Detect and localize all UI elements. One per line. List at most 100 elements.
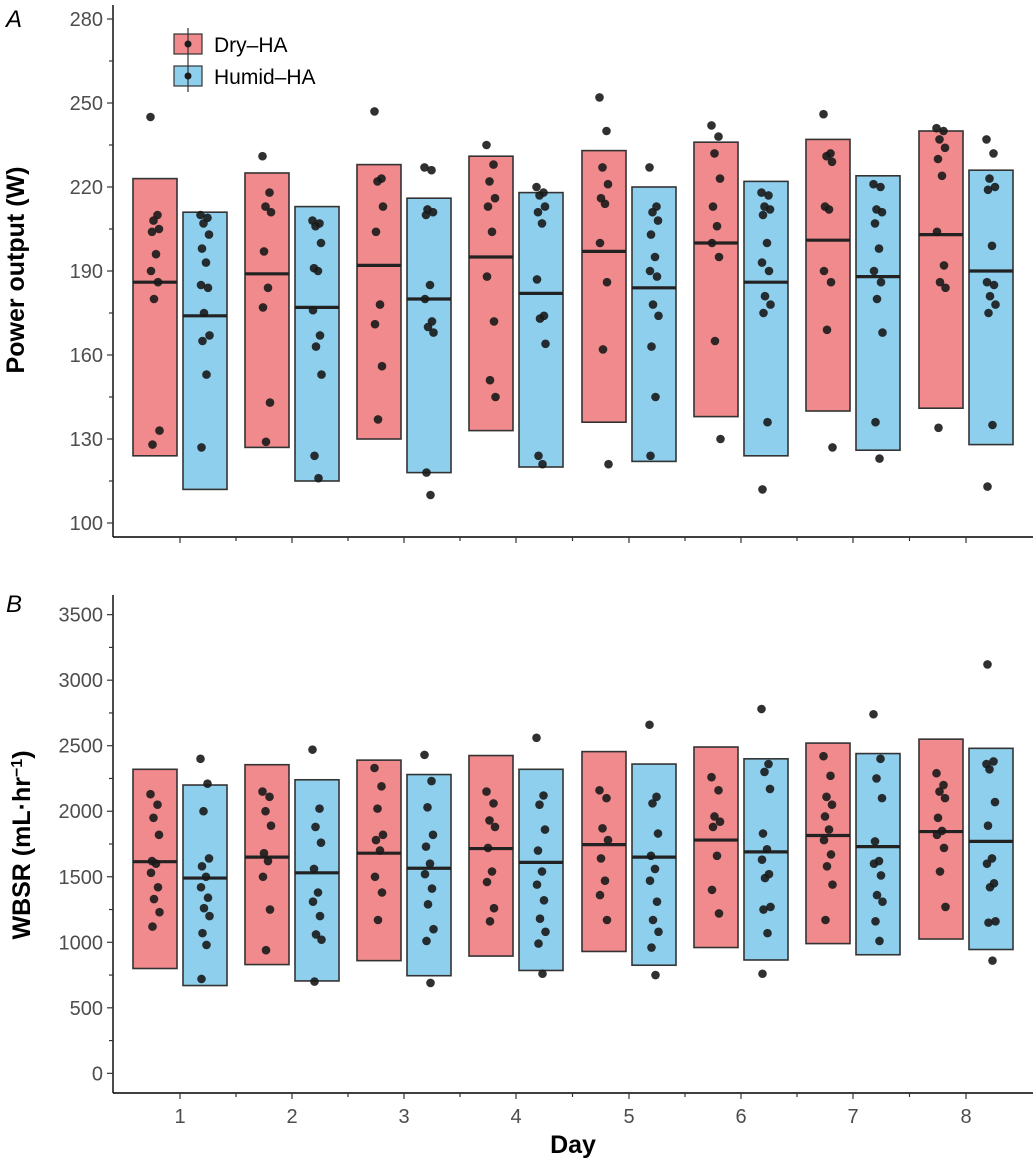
- data-point: [870, 219, 880, 228]
- x-tick-label: 2: [286, 1106, 297, 1128]
- data-point: [940, 793, 950, 803]
- data-point: [541, 339, 550, 349]
- data-point: [602, 915, 612, 925]
- data-point: [258, 151, 267, 161]
- data-point: [310, 977, 319, 986]
- data-point: [872, 890, 882, 900]
- data-point: [990, 182, 1000, 192]
- data-point: [317, 370, 326, 379]
- data-point: [935, 277, 945, 287]
- data-point: [539, 896, 549, 905]
- data-point: [822, 325, 832, 335]
- legend-swatch-dry-dot: [184, 40, 192, 48]
- box-a-dry-day1: [132, 177, 178, 457]
- data-point: [935, 867, 945, 876]
- box-b-humid-day8: [968, 747, 1014, 951]
- data-point: [707, 885, 717, 895]
- data-point: [991, 917, 1000, 926]
- data-point: [652, 792, 661, 802]
- data-point: [483, 202, 493, 211]
- data-point: [707, 121, 716, 130]
- data-point: [869, 266, 879, 276]
- data-point: [421, 842, 431, 851]
- box-a-dry-day6: [693, 141, 739, 418]
- data-point: [716, 434, 725, 444]
- data-point: [370, 107, 379, 116]
- x-tick-label: 1: [174, 1106, 185, 1128]
- data-point: [427, 165, 436, 175]
- data-point: [538, 459, 547, 469]
- data-point: [489, 903, 499, 913]
- data-point: [370, 763, 379, 773]
- data-point: [763, 417, 772, 427]
- data-point: [308, 897, 318, 906]
- x-axis-title: Day: [550, 1131, 596, 1159]
- data-point: [370, 872, 380, 882]
- data-point: [489, 799, 498, 808]
- data-point: [425, 859, 435, 868]
- box-a-humid-day1: [182, 211, 228, 491]
- data-point: [316, 238, 326, 248]
- data-point: [871, 417, 880, 427]
- data-point: [646, 851, 656, 861]
- data-point: [651, 392, 660, 402]
- data-point: [707, 772, 716, 782]
- data-point: [763, 928, 772, 938]
- box-a-humid-day4: [518, 191, 564, 468]
- data-point: [983, 660, 992, 669]
- data-point: [822, 151, 831, 161]
- data-point: [932, 123, 941, 133]
- data-point: [538, 969, 547, 979]
- panel-b: B 0 500 1000 1500 2000 2500 3000 3500 1 2 3 4 5 6 7 8 W…: [6, 591, 1033, 1128]
- data-point: [872, 774, 881, 783]
- panel-a: A 100 130 160 190 220 250 280 Power output (W): [2, 5, 1033, 543]
- data-point: [595, 238, 605, 248]
- data-point: [420, 869, 430, 879]
- data-point: [313, 888, 323, 897]
- data-point: [154, 830, 164, 840]
- data-point: [261, 437, 271, 447]
- data-point: [203, 893, 213, 903]
- data-point: [983, 185, 993, 195]
- data-point: [308, 745, 317, 754]
- data-point: [535, 914, 545, 923]
- box-a-dry-day5: [581, 149, 627, 424]
- data-point: [645, 266, 655, 276]
- legend-label-dry: Dry–HA: [214, 34, 288, 57]
- data-point: [426, 978, 435, 988]
- data-point: [197, 244, 207, 253]
- data-point: [371, 227, 381, 237]
- panel-a-y-axis-title: Power output (W): [2, 167, 30, 374]
- data-point: [870, 837, 880, 846]
- data-point: [937, 171, 947, 181]
- data-point: [426, 490, 435, 500]
- panel-a-plot-area: 100 130 160 190 220 250 280: [70, 5, 1033, 543]
- data-point: [428, 207, 438, 217]
- data-point: [764, 266, 774, 276]
- data-point: [148, 922, 157, 931]
- data-point: [535, 314, 545, 323]
- data-point: [651, 970, 660, 980]
- box-b-dry-day8: [918, 738, 964, 940]
- data-point: [603, 835, 613, 845]
- data-point: [757, 188, 766, 197]
- data-point: [485, 816, 494, 825]
- data-point: [313, 266, 323, 276]
- data-point: [147, 227, 157, 237]
- panel-letter-b: B: [6, 591, 22, 618]
- data-point: [762, 844, 772, 854]
- data-point: [710, 149, 719, 158]
- data-point: [766, 902, 775, 912]
- data-point: [934, 423, 943, 433]
- data-point: [532, 182, 541, 192]
- data-point: [600, 199, 610, 209]
- data-point: [598, 163, 607, 172]
- data-point: [265, 398, 275, 407]
- box-a-humid-day5: [631, 186, 677, 463]
- data-point: [204, 854, 214, 863]
- data-point: [757, 855, 767, 865]
- data-point: [540, 202, 550, 211]
- data-point: [983, 482, 992, 491]
- data-point: [535, 800, 544, 809]
- box-a-dry-day4: [468, 155, 514, 432]
